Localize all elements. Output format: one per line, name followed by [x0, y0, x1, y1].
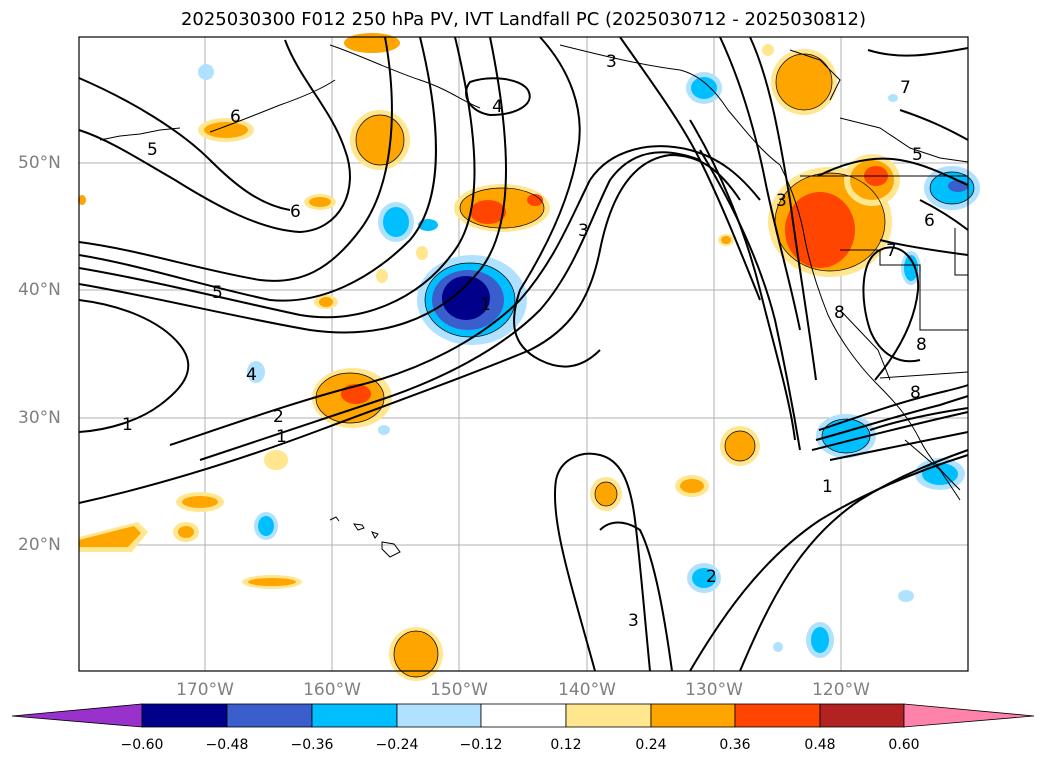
anomaly-outlines: [315, 53, 975, 678]
colorbar-tick-label: −0.24: [375, 737, 419, 753]
contour-label: 3: [776, 191, 787, 211]
lon-label: 170°W: [176, 680, 234, 700]
colorbar-tick-label: 0.60: [888, 737, 920, 753]
contour-label: 4: [246, 365, 257, 385]
contour-label: 5: [147, 140, 158, 160]
contour-label: 3: [628, 611, 639, 631]
contour-label: 6: [924, 211, 935, 231]
colorbar-tick-label: 0.36: [719, 737, 751, 753]
colorbar-tick-label: 0.12: [550, 737, 582, 753]
lon-label: 130°W: [685, 680, 743, 700]
plot-frame: [78, 36, 969, 672]
colorbar-tick-label: −0.36: [290, 737, 334, 753]
contour-labels: 5 6 5 4 4 3 3 3 7 6 7 5 8 8 8 1 2 1 1 2 …: [122, 52, 935, 631]
lat-label: 40°N: [18, 280, 61, 300]
contour-label: 7: [900, 78, 911, 98]
contour-label: 6: [290, 202, 301, 222]
grid-lines: [79, 37, 968, 671]
colorbar-tick-label: −0.48: [205, 737, 249, 753]
contour-label: 6: [230, 107, 241, 127]
contour-label: 3: [606, 52, 617, 72]
contour-label: 2: [273, 407, 284, 427]
contour-label: 1: [480, 295, 491, 315]
lat-label: 50°N: [18, 153, 61, 173]
lon-label: 160°W: [303, 680, 361, 700]
colorbar-tick-label: −0.60: [120, 737, 164, 753]
contour-label: 8: [834, 303, 845, 323]
contour-label: 5: [212, 283, 223, 303]
hawaii-islands: [329, 516, 401, 558]
colorbar-tick-label: 0.48: [804, 737, 836, 753]
contour-label: 5: [912, 145, 923, 165]
lon-label: 150°W: [430, 680, 488, 700]
lon-label: 140°W: [558, 680, 616, 700]
colorbar-tick-label: −0.12: [459, 737, 503, 753]
contour-label: 4: [492, 97, 503, 117]
colorbar-extend-low: [11, 703, 143, 728]
lat-label: 30°N: [18, 408, 61, 428]
contour-label: 1: [822, 477, 833, 497]
lat-label: 20°N: [18, 535, 61, 555]
contour-label: 3: [578, 221, 589, 241]
contour-label: 2: [706, 567, 717, 587]
coastlines: [99, 44, 969, 501]
pv-anomaly-fills: [78, 33, 980, 681]
contour-label: 7: [886, 241, 897, 261]
map-title: 2025030300 F012 250 hPa PV, IVT Landfall…: [180, 9, 867, 30]
contour-label: 1: [122, 415, 133, 435]
contour-label: 8: [910, 383, 921, 403]
colorbar: [11, 703, 1035, 728]
contour-label: 1: [276, 427, 287, 447]
ivt-contours: [78, 36, 969, 672]
colorbar-tick-label: 0.24: [635, 737, 667, 753]
lon-label: 120°W: [812, 680, 870, 700]
colorbar-extend-high: [903, 703, 1035, 728]
contour-label: 8: [916, 335, 927, 355]
